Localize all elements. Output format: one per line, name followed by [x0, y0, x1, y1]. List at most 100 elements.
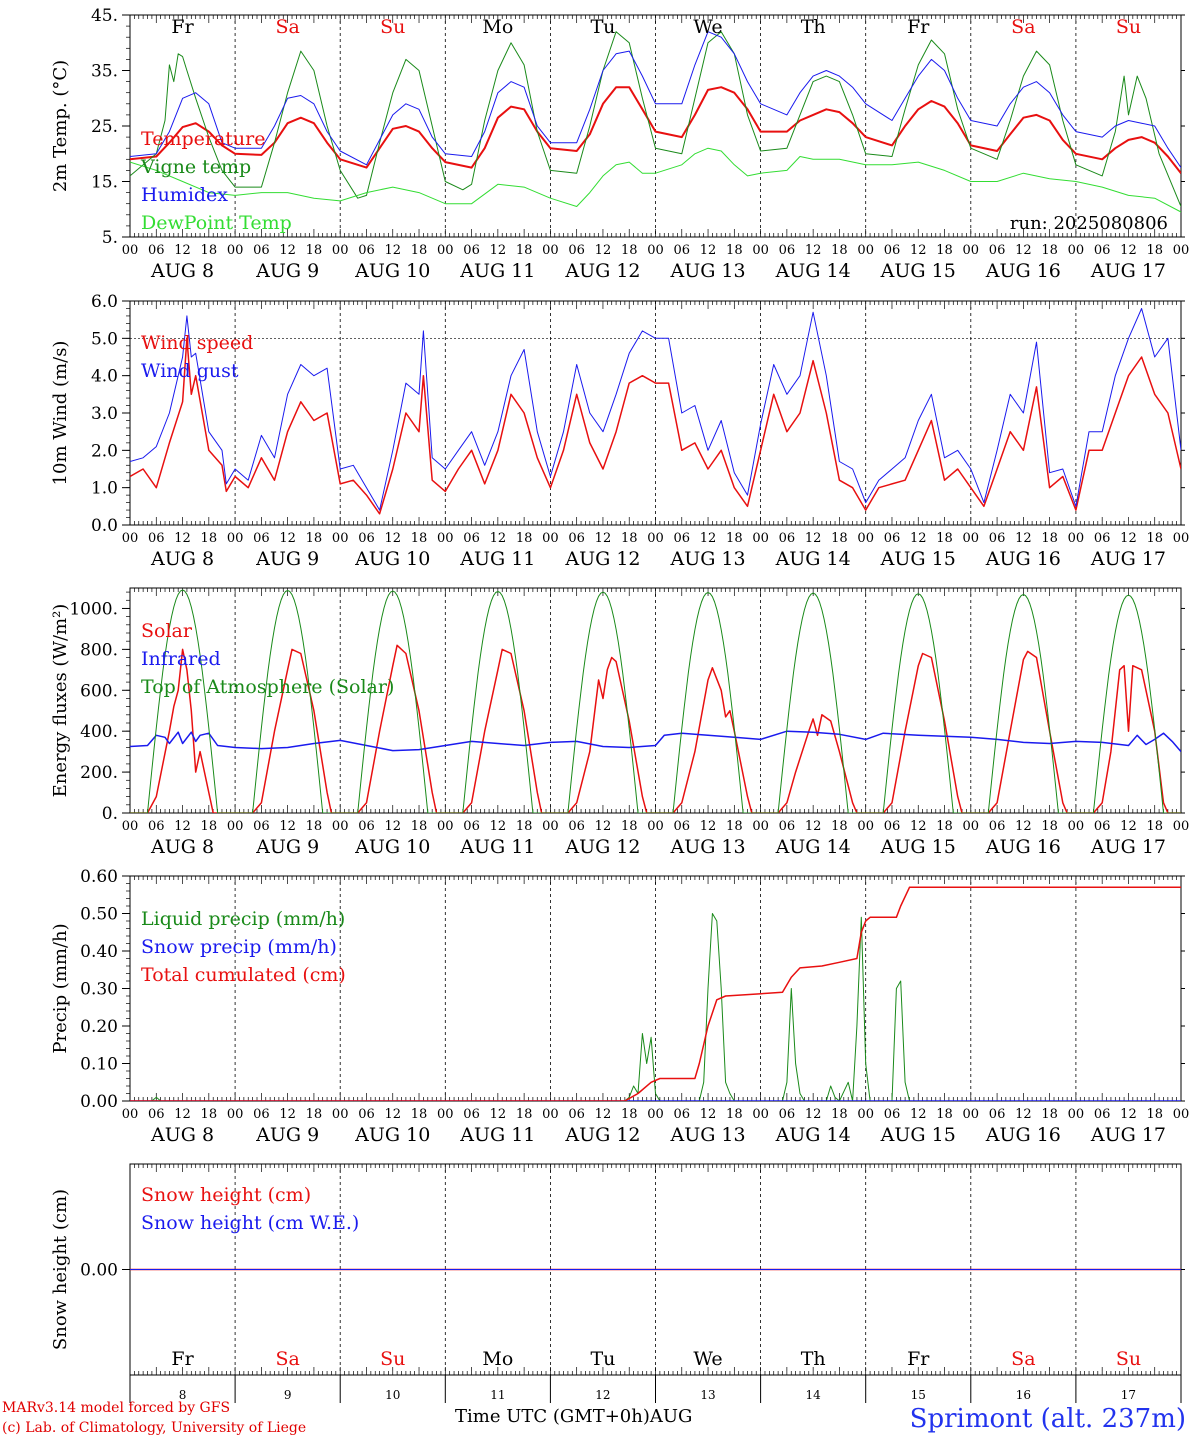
weekday-label: Fr: [907, 16, 930, 38]
hour-tick-label: 00: [963, 1107, 980, 1122]
series-line-green: [130, 589, 1181, 813]
hour-tick-label: 06: [568, 819, 585, 834]
day-number-label: 15: [911, 1388, 926, 1402]
hour-tick-label: 12: [384, 1107, 401, 1122]
hour-tick-label: 18: [411, 1107, 428, 1122]
weekday-label: Th: [801, 16, 826, 38]
weekday-label: Su: [1116, 1348, 1141, 1370]
hour-tick-label: 12: [174, 243, 191, 258]
hour-tick-label: 18: [516, 243, 533, 258]
day-number-label: 14: [806, 1388, 822, 1402]
hour-tick-label: 06: [358, 819, 375, 834]
hour-tick-label: 06: [148, 819, 165, 834]
hour-tick-label: 06: [674, 819, 691, 834]
y-tick-label: 0.: [102, 804, 118, 824]
date-label: AUG 9: [255, 1124, 319, 1146]
weekday-label: Fr: [171, 16, 194, 38]
hour-tick-label: 12: [490, 531, 507, 546]
series-line-green: [130, 31, 1181, 207]
hour-tick-label: 12: [384, 819, 401, 834]
y-axis-label: Snow height (cm): [50, 1189, 71, 1350]
hour-tick-label: 12: [174, 819, 191, 834]
y-tick-label: 0.60: [80, 867, 118, 887]
y-tick-label: 0.00: [80, 1092, 118, 1112]
hour-tick-label: 06: [674, 243, 691, 258]
y-tick-label: 5.: [102, 228, 118, 248]
hour-tick-label: 06: [884, 819, 901, 834]
hour-tick-label: 06: [463, 819, 480, 834]
hour-tick-label: 18: [936, 531, 953, 546]
date-label: AUG 14: [775, 836, 851, 858]
hour-tick-label: 12: [279, 243, 296, 258]
hour-tick-label: 00: [227, 531, 244, 546]
hour-tick-label: 12: [910, 243, 927, 258]
weekday-label: Fr: [171, 1348, 194, 1370]
date-label: AUG 15: [880, 1124, 956, 1146]
date-label: AUG 12: [564, 260, 640, 282]
hour-tick-label: 18: [201, 1107, 218, 1122]
hour-tick-label: 06: [779, 1107, 796, 1122]
hour-tick-label: 00: [542, 531, 559, 546]
weekday-label: Th: [801, 1348, 826, 1370]
weekday-label: Tu: [590, 16, 615, 38]
hour-tick-label: 00: [542, 1107, 559, 1122]
legend-entry: Solar: [141, 620, 193, 642]
weekday-label: Sa: [275, 1348, 299, 1370]
legend-entry: Snow height (cm W.E.): [141, 1212, 359, 1234]
date-label: AUG 10: [354, 836, 430, 858]
weekday-label: Su: [1116, 16, 1141, 38]
hour-tick-label: 06: [463, 531, 480, 546]
hour-tick-label: 00: [857, 243, 874, 258]
hour-tick-label: 12: [1015, 1107, 1032, 1122]
hour-tick-label: 12: [910, 531, 927, 546]
y-axis-label: 10m Wind (m/s): [50, 341, 71, 486]
panel-wind: 0.0 1.0 2.0 3.0 4.0 5.0 6.0 10m Wind (m/s) Wind …: [50, 292, 1189, 570]
hour-tick-label: 00: [857, 531, 874, 546]
date-label: AUG 17: [1090, 548, 1166, 570]
hour-tick-label: 12: [1015, 531, 1032, 546]
day-number-label: 13: [700, 1388, 715, 1402]
hour-tick-label: 00: [1068, 1107, 1085, 1122]
date-label: AUG 15: [880, 836, 956, 858]
hour-tick-label: 18: [936, 243, 953, 258]
hour-tick-label: 18: [726, 819, 743, 834]
series-line-blue: [130, 308, 1181, 511]
hour-tick-label: 00: [963, 819, 980, 834]
hour-tick-label: 06: [1094, 243, 1111, 258]
hour-tick-label: 18: [726, 531, 743, 546]
weekday-label: Sa: [1011, 16, 1035, 38]
hour-tick-label: 00: [122, 531, 139, 546]
hour-tick-label: 12: [595, 1107, 612, 1122]
hour-tick-label: 12: [595, 243, 612, 258]
hour-tick-label: 12: [805, 819, 822, 834]
y-tick-label: 3.0: [91, 404, 118, 424]
hour-tick-label: 18: [831, 1107, 848, 1122]
date-label: AUG 8: [150, 548, 214, 570]
hour-tick-label: 12: [174, 531, 191, 546]
series-line-blue: [130, 31, 1181, 168]
day-number-label: 12: [595, 1388, 610, 1402]
hour-tick-label: 00: [332, 243, 349, 258]
hour-tick-label: 18: [621, 1107, 638, 1122]
weekday-label: We: [693, 1348, 722, 1370]
legend-entry: Wind gust: [141, 360, 239, 382]
weekday-label: Mo: [482, 1348, 513, 1370]
hour-tick-label: 06: [779, 819, 796, 834]
hour-tick-label: 12: [910, 1107, 927, 1122]
hour-tick-label: 12: [174, 1107, 191, 1122]
hour-tick-label: 00: [542, 819, 559, 834]
hour-tick-label: 00: [1173, 1107, 1190, 1122]
model-credit: MARv3.14 model forced by GFS: [2, 1400, 231, 1416]
hour-tick-label: 00: [1173, 819, 1190, 834]
series-line-red: [130, 337, 1181, 515]
hour-tick-label: 18: [516, 531, 533, 546]
y-axis-label: 2m Temp. (°C): [50, 60, 71, 192]
day-number-label: 10: [385, 1388, 400, 1402]
hour-tick-label: 06: [884, 1107, 901, 1122]
hour-tick-label: 12: [490, 1107, 507, 1122]
y-axis-label: Precip (mm/h): [50, 923, 71, 1053]
date-label: AUG 8: [150, 836, 214, 858]
date-label: AUG 14: [775, 260, 851, 282]
hour-tick-label: 06: [568, 243, 585, 258]
